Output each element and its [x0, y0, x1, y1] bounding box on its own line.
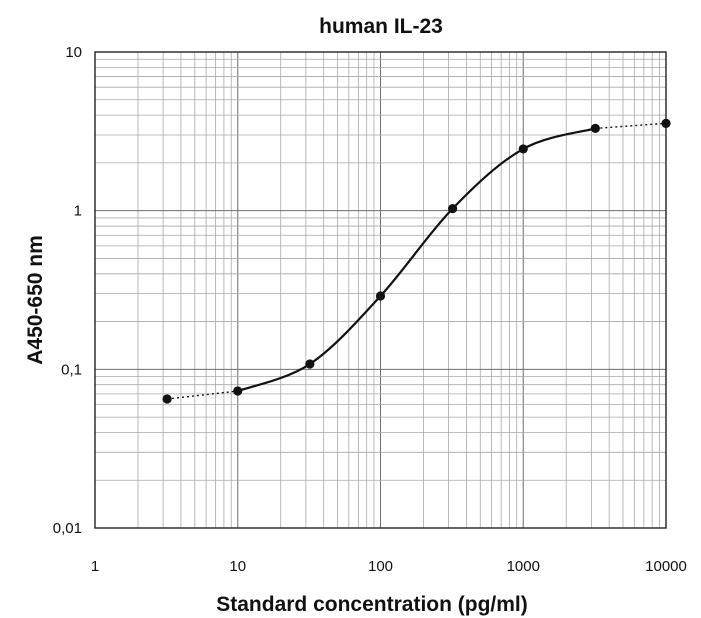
- data-point: [661, 118, 671, 128]
- data-point: [448, 204, 458, 214]
- y-tick-labels: 0,01 0,1 1 10: [53, 44, 82, 537]
- data-point: [162, 394, 172, 404]
- data-point: [375, 291, 386, 301]
- data-point: [590, 123, 600, 133]
- x-tick-label: 10000: [645, 558, 687, 575]
- y-axis-label: A450-650 nm: [24, 235, 47, 365]
- series-line: [237, 127, 596, 393]
- chart-title: human IL-23: [319, 15, 443, 38]
- y-tick-label: 0,01: [53, 520, 82, 537]
- data-point: [305, 359, 315, 369]
- x-tick-label: 1000: [507, 558, 540, 575]
- series-extension-end: [595, 122, 667, 130]
- series-extension-start: [167, 390, 238, 400]
- x-tick-label: 1: [91, 558, 99, 575]
- x-axis-label: Standard concentration (pg/ml): [216, 593, 528, 616]
- x-tick-label: 10: [229, 558, 246, 575]
- plot-frame: [94, 51, 667, 529]
- y-tick-label: 10: [65, 44, 82, 61]
- data-point: [233, 386, 243, 396]
- chart-grid: [94, 52, 666, 529]
- series-group: [162, 118, 671, 404]
- x-tick-label: 100: [368, 558, 393, 575]
- data-point: [518, 144, 528, 154]
- x-tick-labels: 1 10 100 1000 10000: [91, 558, 687, 575]
- y-tick-label: 0,1: [61, 361, 82, 378]
- y-tick-label: 1: [74, 203, 82, 220]
